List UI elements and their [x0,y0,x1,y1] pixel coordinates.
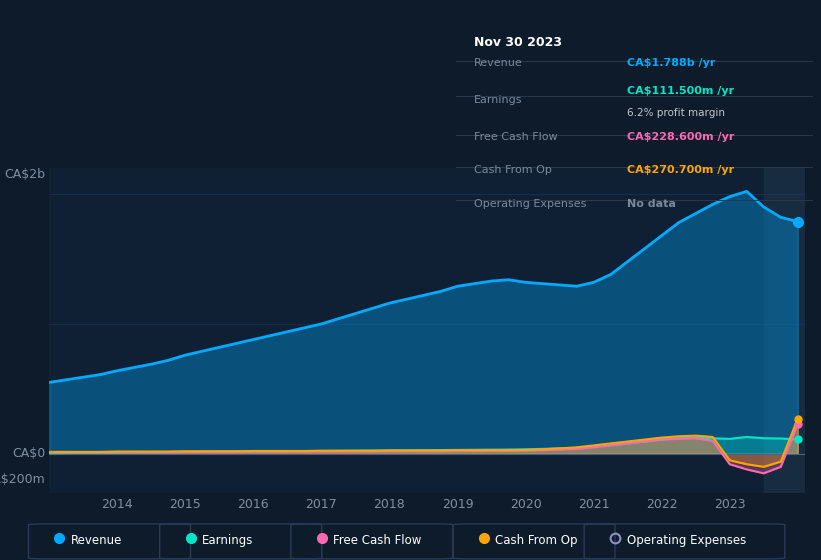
Text: 2020: 2020 [510,497,542,511]
Text: CA$228.600m /yr: CA$228.600m /yr [627,132,735,142]
Text: Cash From Op: Cash From Op [474,165,552,175]
Text: -CA$200m: -CA$200m [0,473,45,486]
Text: Earnings: Earnings [474,95,522,105]
Text: Operating Expenses: Operating Expenses [474,199,586,208]
Text: 6.2% profit margin: 6.2% profit margin [627,108,725,118]
Text: 2018: 2018 [374,497,406,511]
Text: CA$111.500m /yr: CA$111.500m /yr [627,86,734,96]
Text: Cash From Op: Cash From Op [495,534,578,547]
Text: 2021: 2021 [578,497,609,511]
Text: 2019: 2019 [442,497,474,511]
Text: Operating Expenses: Operating Expenses [626,534,745,547]
Bar [764,168,805,493]
Text: Free Cash Flow: Free Cash Flow [333,534,422,547]
Text: Nov 30 2023: Nov 30 2023 [474,36,562,49]
Text: 2015: 2015 [169,497,201,511]
Text: 2017: 2017 [305,497,337,511]
Text: 2014: 2014 [102,497,133,511]
Text: Revenue: Revenue [474,58,522,68]
Text: 2022: 2022 [646,497,677,511]
Text: CA$270.700m /yr: CA$270.700m /yr [627,165,734,175]
Text: 2023: 2023 [714,497,745,511]
Text: No data: No data [627,199,676,208]
Text: Earnings: Earnings [202,534,254,547]
Text: Revenue: Revenue [71,534,122,547]
Text: CA$0: CA$0 [12,447,45,460]
Text: Free Cash Flow: Free Cash Flow [474,132,557,142]
Text: CA$2b: CA$2b [4,168,45,181]
Text: 2016: 2016 [237,497,269,511]
Text: CA$1.788b /yr: CA$1.788b /yr [627,58,715,68]
